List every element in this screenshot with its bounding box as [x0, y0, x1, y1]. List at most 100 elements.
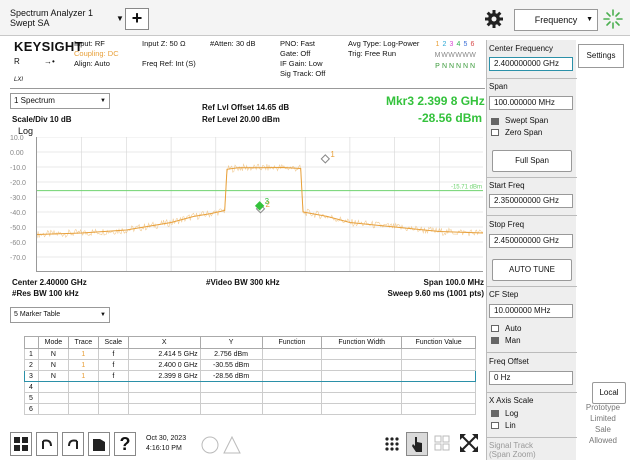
x-axis-lin-label[interactable]: Lin: [505, 421, 516, 430]
redo-button[interactable]: [62, 432, 84, 456]
marker-table-row[interactable]: 4: [24, 381, 476, 393]
trace-5-dets: N: [462, 63, 469, 70]
marker-1-diamond: [320, 154, 331, 164]
marker-table-cell: [261, 403, 323, 415]
freq-offset-title: Freq Offset: [489, 357, 529, 366]
marker-table-cell: 1: [24, 348, 39, 360]
marker-3-diamond: [254, 201, 265, 211]
marker-table[interactable]: Mode Trace Scale X Y Function Function Width Fu…: [24, 336, 476, 415]
cf-step-man-radio[interactable]: [491, 337, 499, 344]
signal-track-label: Signal Track: [489, 441, 534, 450]
x-axis-log-label[interactable]: Log: [505, 409, 519, 418]
marker-table-cell: -30.55 dBm: [199, 359, 263, 371]
dots-grid-button[interactable]: [382, 432, 404, 456]
trace-2-types: W: [441, 52, 448, 59]
chevron-down-icon[interactable]: ▼: [116, 14, 124, 23]
span-input[interactable]: 100.000000 MHz: [489, 96, 573, 110]
marker-table-row[interactable]: 3 N 1 f 2.399 8 GHz -28.56 dBm: [24, 370, 476, 382]
input-settings[interactable]: Input: RF Coupling: DC Align: Auto: [74, 39, 119, 69]
atten-settings[interactable]: #Atten: 30 dB: [210, 39, 255, 49]
atten-label: #Atten: 30 dB: [210, 39, 256, 48]
help-icon[interactable]: ?: [114, 432, 136, 456]
x-axis-log-radio[interactable]: [491, 410, 499, 417]
menu-selector[interactable]: Frequency ▼: [514, 9, 598, 31]
window-selector[interactable]: 1 Spectrum ▼: [10, 93, 110, 109]
full-span-button[interactable]: Full Span: [492, 150, 572, 172]
sparkle-icon[interactable]: [602, 8, 624, 30]
window-layout-button[interactable]: [432, 432, 454, 456]
x-axis-lin-radio[interactable]: [491, 422, 499, 429]
marker-table-cell: [321, 392, 403, 404]
touch-button[interactable]: [406, 432, 428, 456]
spectrum-plot[interactable]: -15.71 dBm 1 23: [36, 137, 483, 272]
marker-table-cell: 2: [24, 359, 39, 371]
y-tick-label: -50.0: [10, 225, 26, 232]
marker-table-cell: [321, 370, 403, 382]
cf-step-input[interactable]: 10.000000 MHz: [489, 304, 573, 318]
y-tick-label: -30.0: [10, 195, 26, 202]
marker-table-selector[interactable]: 5 Marker Table ▼: [10, 307, 110, 323]
shapes-icon[interactable]: [200, 434, 244, 456]
span-title: Span: [489, 82, 508, 91]
keysight-logo: KEYSIGHT: [14, 39, 83, 54]
trace-5-nums: 5: [463, 41, 468, 48]
marker-table-cell: [401, 359, 476, 371]
marker-table-row[interactable]: 1 N 1 f 2.414 5 GHz 2.756 dBm: [24, 348, 476, 360]
marker-table-cell: [97, 381, 129, 393]
marker-table-cell: f: [97, 348, 129, 360]
marker-table-cell: [321, 381, 403, 393]
freq-offset-input[interactable]: 0 Hz: [489, 371, 573, 385]
marker-table-row[interactable]: 5: [24, 392, 476, 404]
res-bw-label: #Res BW 100 kHz: [12, 289, 79, 298]
zero-span-radio[interactable]: [491, 129, 499, 136]
marker-table-cell: N: [37, 359, 69, 371]
align-label: Align: Auto: [74, 59, 110, 68]
app-title-line1: Spectrum Analyzer 1: [10, 8, 94, 18]
settings-button[interactable]: Settings: [578, 44, 624, 68]
divider: [487, 286, 577, 287]
center-freq-input[interactable]: 2.400000000 GHz: [489, 57, 573, 71]
start-freq-input[interactable]: 2.350000000 GHz: [489, 194, 573, 208]
marker-table-row[interactable]: 6: [24, 403, 476, 415]
marker-table-cell: [67, 403, 99, 415]
pno-settings[interactable]: PNO: Fast Gate: Off IF Gain: Low Sig Tra…: [280, 39, 325, 79]
r-label: R: [14, 57, 20, 66]
y-tick-label: -20.0: [10, 180, 26, 187]
windows-button[interactable]: [10, 432, 32, 456]
cf-step-auto-radio[interactable]: [491, 325, 499, 332]
swept-span-label[interactable]: Swept Span: [505, 116, 549, 125]
marker-1-label: 1: [330, 150, 335, 159]
input-label: Input: RF: [74, 39, 105, 48]
marker-table-header: X: [127, 336, 201, 349]
local-button[interactable]: Local: [592, 382, 626, 404]
swept-span-radio[interactable]: [491, 118, 499, 125]
app-selector[interactable]: Spectrum Analyzer 1 Swept SA: [10, 8, 120, 30]
add-screen-button[interactable]: +: [125, 8, 149, 30]
undo-button[interactable]: [36, 432, 58, 456]
stop-freq-input[interactable]: 2.450000000 GHz: [489, 234, 573, 248]
avg-type-label: Avg Type: Log-Power: [348, 39, 420, 48]
trace-4-types: W: [455, 52, 462, 59]
trace-1-line: [37, 166, 483, 235]
auto-tune-button[interactable]: AUTO TUNE: [492, 259, 572, 281]
cf-step-auto-label[interactable]: Auto: [505, 324, 522, 333]
clock: Oct 30, 2023 4:16:10 PM: [146, 434, 206, 454]
trace-3-types: W: [448, 52, 455, 59]
marker-table-header: Mode: [37, 336, 69, 349]
proto-line3: Sale: [594, 425, 611, 434]
signal-track-button[interactable]: Signal Track (Span Zoom): [489, 441, 536, 459]
gear-icon[interactable]: [484, 9, 504, 29]
avg-settings[interactable]: Avg Type: Log-Power Trig: Free Run: [348, 39, 419, 59]
marker-table-cell: [67, 381, 99, 393]
fullscreen-button[interactable]: [458, 432, 480, 456]
file-button[interactable]: [88, 432, 110, 456]
input-z-settings[interactable]: Input Z: 50 Ω Freq Ref: Int (S): [142, 39, 196, 69]
zero-span-label[interactable]: Zero Span: [505, 128, 543, 137]
trace-4-dets: N: [455, 63, 462, 70]
softkey-panel: Center Frequency 2.400000000 GHz Span 10…: [486, 40, 577, 460]
cf-step-man-label[interactable]: Man: [505, 336, 521, 345]
scale-div-label: Scale/Div 10 dB: [12, 115, 72, 124]
marker-table-row[interactable]: 2 N 1 f 2.400 0 GHz -30.55 dBm: [24, 359, 476, 371]
